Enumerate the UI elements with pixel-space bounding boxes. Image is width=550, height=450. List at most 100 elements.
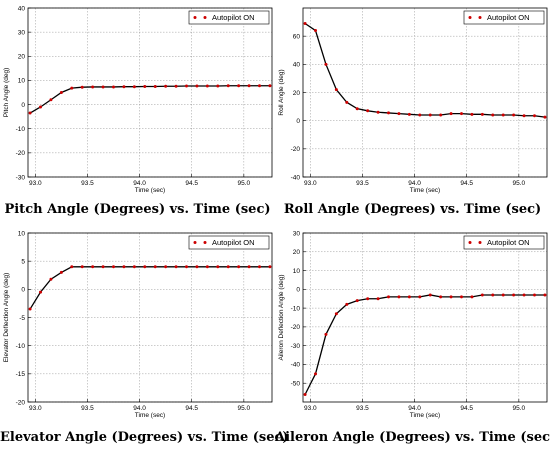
data-point — [543, 115, 547, 119]
legend-swatch — [193, 241, 207, 244]
data-point — [247, 265, 251, 269]
y-tick-label: -30 — [291, 343, 301, 350]
y-axis-label: Elevator Deflection Angle (deg) — [3, 273, 10, 363]
legend-label: Autopilot ON — [487, 13, 530, 22]
y-tick-label: 10 — [18, 78, 26, 85]
data-point — [532, 293, 536, 297]
data-point — [376, 297, 380, 301]
data-point — [355, 107, 359, 111]
legend-box — [188, 235, 270, 250]
x-tick-label: 95.0 — [238, 180, 251, 187]
data-point — [491, 113, 495, 117]
data-point — [122, 85, 126, 89]
data-point — [132, 85, 136, 89]
x-axis-label: Time (sec) — [410, 412, 440, 419]
data-point — [39, 105, 43, 109]
legend: Autopilot ON — [463, 10, 545, 25]
data-point — [449, 295, 453, 299]
data-point — [439, 113, 443, 117]
data-point — [397, 295, 401, 299]
data-point — [314, 29, 318, 33]
y-tick-label: -10 — [16, 343, 26, 350]
x-tick-label: 95.0 — [238, 405, 251, 412]
data-point — [366, 297, 370, 301]
legend-marker — [203, 16, 207, 19]
data-point — [407, 295, 411, 299]
elevator-chart: -20 -15 -10 -5 0 5 10 93.0 93.5 94.0 94.5 95.0 Time… — [3, 230, 273, 419]
y-tick-label: -15 — [16, 371, 26, 378]
y-tick-label: 10 — [293, 268, 301, 275]
data-point — [439, 295, 443, 299]
data-point — [512, 293, 516, 297]
data-point — [122, 265, 126, 269]
y-tick-label: 30 — [18, 29, 26, 36]
y-tick-label: -20 — [291, 324, 301, 331]
data-point — [303, 21, 307, 25]
data-point — [334, 88, 338, 92]
data-point — [418, 295, 422, 299]
data-point — [418, 113, 422, 117]
legend-marker — [478, 16, 482, 19]
y-tick-label: -10 — [291, 305, 301, 312]
data-point — [49, 277, 53, 281]
x-tick-label: 93.5 — [356, 405, 369, 412]
data-point — [314, 372, 318, 376]
data-point — [70, 265, 74, 269]
x-axis-label: Time (sec) — [135, 412, 165, 419]
data-point — [184, 265, 188, 269]
data-point — [195, 265, 199, 269]
data-point — [216, 84, 220, 88]
x-tick-label: 93.0 — [29, 405, 42, 412]
data-point — [237, 265, 241, 269]
data-point — [268, 265, 272, 269]
data-point — [70, 86, 74, 90]
data-point — [195, 84, 199, 88]
aileron-caption: Aileron Angle (Degrees) vs. Time (sec) — [275, 430, 550, 445]
data-point — [101, 85, 105, 89]
plot-frame — [27, 7, 273, 178]
legend-marker — [478, 241, 482, 244]
plot-frame — [302, 232, 548, 403]
pitch-caption: Pitch Angle (Degrees) vs. Time (sec) — [4, 202, 271, 217]
x-tick-label: 93.0 — [304, 405, 317, 412]
data-point — [268, 84, 272, 88]
x-tick-label: 94.5 — [185, 405, 198, 412]
legend-label: Autopilot ON — [212, 13, 255, 22]
data-point — [101, 265, 105, 269]
y-tick-label: -20 — [16, 150, 26, 157]
data-point — [257, 84, 261, 88]
data-point — [132, 265, 136, 269]
data-point — [143, 84, 147, 88]
data-point — [397, 112, 401, 116]
data-point — [522, 114, 526, 118]
data-point — [257, 265, 261, 269]
x-tick-label: 94.0 — [408, 405, 421, 412]
data-point — [80, 85, 84, 89]
data-point — [366, 109, 370, 113]
data-point — [449, 112, 453, 116]
data-point — [237, 84, 241, 88]
data-point — [512, 113, 516, 117]
series-line — [29, 266, 270, 310]
x-tick-label: 94.5 — [460, 180, 473, 187]
legend-swatch — [468, 241, 482, 244]
legend-swatch — [193, 16, 207, 19]
data-point — [532, 114, 536, 118]
y-axis-label: Aileron Deflection Angle (deg) — [278, 275, 285, 361]
legend-label: Autopilot ON — [212, 238, 255, 247]
data-point — [501, 113, 505, 117]
data-point — [387, 111, 391, 115]
data-point — [28, 307, 32, 311]
y-tick-label: 60 — [293, 33, 301, 40]
y-tick-label: -20 — [291, 146, 301, 153]
data-point — [91, 85, 95, 89]
y-tick-label: 0 — [21, 102, 25, 109]
data-point — [28, 111, 32, 115]
data-point — [91, 265, 95, 269]
data-point — [324, 332, 328, 336]
x-axis-label: Time (sec) — [410, 187, 440, 194]
data-point — [112, 85, 116, 89]
data-point — [39, 290, 43, 294]
data-point — [303, 392, 307, 396]
legend-box — [463, 235, 545, 250]
